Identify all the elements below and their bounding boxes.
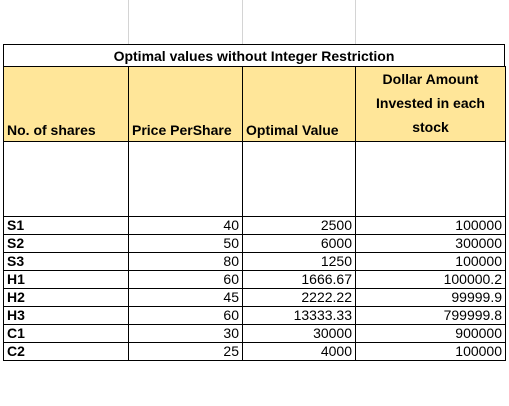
empty-cells-area (0, 0, 509, 44)
table-row: H3 60 13333.33 799999.8 (3, 306, 506, 325)
table-row: H2 45 2222.22 99999.9 (3, 288, 506, 307)
blank-cell[interactable] (3, 141, 129, 217)
table-title[interactable]: Optimal values without Integer Restricti… (3, 44, 505, 66)
dollar-amount-cell[interactable]: 100000.2 (355, 270, 506, 289)
data-rows: S1 40 2500 100000 S2 50 6000 300000 S3 80 1250 1000… (3, 216, 506, 361)
blank-row (3, 141, 506, 217)
row-label-cell[interactable]: S2 (3, 234, 129, 253)
blank-cell[interactable] (355, 141, 506, 217)
row-label-cell[interactable]: S1 (3, 216, 129, 235)
price-cell[interactable]: 60 (128, 270, 243, 289)
gridline (128, 0, 129, 44)
row-label-cell[interactable]: C2 (3, 342, 129, 361)
price-cell[interactable]: 30 (128, 324, 243, 343)
dollar-amount-cell[interactable]: 99999.9 (355, 288, 506, 307)
row-label-cell[interactable]: S3 (3, 252, 129, 271)
optimal-values-table: No. of shares Price PerShare Optimal Val… (3, 66, 506, 361)
optimal-value-cell[interactable]: 13333.33 (242, 306, 356, 325)
row-label-cell[interactable]: H2 (3, 288, 129, 307)
header-optimal-value[interactable]: Optimal Value (242, 66, 356, 142)
optimal-value-cell[interactable]: 6000 (242, 234, 356, 253)
dollar-amount-cell[interactable]: 300000 (355, 234, 506, 253)
optimal-value-cell[interactable]: 2222.22 (242, 288, 356, 307)
table-row: C1 30 30000 900000 (3, 324, 506, 343)
price-cell[interactable]: 60 (128, 306, 243, 325)
optimal-value-cell[interactable]: 2500 (242, 216, 356, 235)
optimal-value-cell[interactable]: 4000 (242, 342, 356, 361)
row-label-cell[interactable]: H1 (3, 270, 129, 289)
price-cell[interactable]: 25 (128, 342, 243, 361)
header-row: No. of shares Price PerShare Optimal Val… (3, 66, 506, 142)
row-label-cell[interactable]: C1 (3, 324, 129, 343)
optimal-value-cell[interactable]: 30000 (242, 324, 356, 343)
price-cell[interactable]: 80 (128, 252, 243, 271)
optimal-value-cell[interactable]: 1666.67 (242, 270, 356, 289)
table-row: C2 25 4000 100000 (3, 342, 506, 361)
header-dollar-amount[interactable]: Dollar Amount Invested in each stock (355, 66, 506, 142)
header-no-of-shares[interactable]: No. of shares (3, 66, 129, 142)
header-price-per-share[interactable]: Price PerShare (128, 66, 243, 142)
dollar-amount-cell[interactable]: 100000 (355, 252, 506, 271)
gridline (355, 0, 356, 44)
table-row: H1 60 1666.67 100000.2 (3, 270, 506, 289)
table-row: S3 80 1250 100000 (3, 252, 506, 271)
row-label-cell[interactable]: H3 (3, 306, 129, 325)
dollar-amount-cell[interactable]: 100000 (355, 216, 506, 235)
table-row: S2 50 6000 300000 (3, 234, 506, 253)
dollar-amount-cell[interactable]: 799999.8 (355, 306, 506, 325)
blank-cell[interactable] (242, 141, 356, 217)
dollar-amount-cell[interactable]: 100000 (355, 342, 506, 361)
gridline (242, 0, 243, 44)
dollar-amount-cell[interactable]: 900000 (355, 324, 506, 343)
price-cell[interactable]: 45 (128, 288, 243, 307)
table-row: S1 40 2500 100000 (3, 216, 506, 235)
price-cell[interactable]: 40 (128, 216, 243, 235)
blank-cell[interactable] (128, 141, 243, 217)
price-cell[interactable]: 50 (128, 234, 243, 253)
optimal-value-cell[interactable]: 1250 (242, 252, 356, 271)
